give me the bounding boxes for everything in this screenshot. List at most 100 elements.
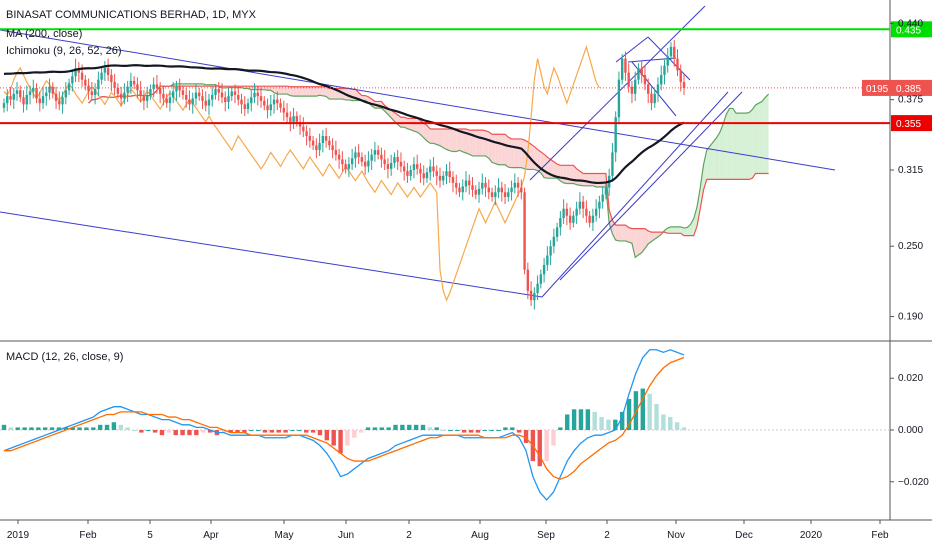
cloud-segment	[316, 86, 320, 97]
candle-body	[494, 192, 497, 197]
candle-body	[422, 173, 425, 179]
macd-histogram-bar	[599, 417, 604, 430]
cloud-segment	[631, 228, 636, 258]
ma-legend[interactable]: MA (200, close)	[6, 28, 83, 40]
candle-body	[324, 136, 328, 141]
macd-histogram-bar	[97, 424, 103, 430]
candle-body	[9, 96, 12, 100]
macd-histogram-bar	[523, 430, 529, 443]
candle-body	[656, 84, 660, 94]
ichimoku-legend[interactable]: Ichimoku (9, 26, 52, 26)	[6, 45, 122, 57]
last-price-label: 0.385	[896, 84, 921, 95]
macd-histogram-bar	[413, 424, 419, 430]
macd-histogram-bar	[221, 430, 226, 433]
candle-body	[588, 215, 591, 223]
candle-body	[357, 152, 360, 158]
time-tick-label: 2	[604, 530, 610, 541]
candle-body	[318, 143, 321, 151]
cloud-segment	[475, 130, 480, 156]
time-tick-label: Jun	[338, 530, 354, 541]
cloud-segment	[674, 226, 678, 234]
cloud-segment	[267, 86, 271, 91]
macd-histogram-bar	[661, 414, 666, 430]
macd-histogram-bar	[613, 419, 618, 430]
macd-histogram-bar	[8, 427, 14, 430]
cloud-segment	[710, 141, 714, 180]
macd-histogram-bar	[132, 430, 137, 431]
candle-body	[269, 104, 272, 111]
candle-body	[41, 96, 45, 104]
candle-body	[490, 192, 494, 197]
candle-body	[552, 236, 556, 247]
candle-body	[503, 192, 507, 197]
macd-histogram-bar	[187, 430, 192, 436]
macd-histogram-bar	[111, 422, 117, 430]
last-price-countdown: 0195	[866, 84, 889, 95]
cloud-segment	[407, 118, 411, 130]
signal-line	[4, 356, 685, 480]
macd-histogram-bar	[393, 424, 398, 430]
cloud-segment	[755, 103, 759, 174]
cloud-segment	[622, 225, 626, 241]
candle-body	[233, 91, 237, 95]
candle-body	[171, 91, 175, 98]
cloud-segment	[287, 86, 291, 96]
candle-body	[136, 84, 139, 91]
cloud-segment	[521, 138, 525, 169]
macd-histogram-bar	[249, 430, 254, 431]
candle-body	[523, 192, 526, 270]
cloud-segment	[488, 131, 493, 163]
candle-body	[432, 166, 435, 172]
candle-body	[500, 187, 503, 193]
trend-line	[0, 29, 836, 171]
candle-body	[328, 140, 331, 146]
macd-histogram-bar	[152, 430, 158, 433]
candle-body	[559, 218, 562, 228]
trend-line	[0, 211, 543, 298]
candle-body	[640, 68, 643, 76]
cloud-segment	[283, 86, 288, 95]
cloud-segment	[644, 228, 649, 249]
cloud-segment	[518, 138, 522, 168]
cloud-span-a	[88, 83, 770, 259]
macd-histogram-bar	[358, 430, 364, 433]
cloud-segment	[690, 218, 694, 236]
cloud-segment	[719, 124, 724, 180]
candle-body	[471, 185, 474, 190]
macd-tick-label: −0.020	[898, 477, 929, 488]
cloud-segment	[723, 114, 727, 180]
macd-histogram-bar	[571, 409, 577, 430]
candle-body	[536, 283, 539, 294]
macd-histogram-bar	[606, 419, 611, 430]
macd-histogram-bar	[510, 427, 515, 430]
macd-histogram-bar	[84, 427, 89, 430]
cloud-segment	[423, 123, 427, 141]
candle-body	[367, 160, 370, 167]
candle-body	[383, 159, 386, 165]
candle-body	[679, 70, 682, 83]
candle-body	[201, 96, 204, 101]
candle-body	[438, 175, 442, 181]
macd-histogram-bar	[462, 430, 467, 433]
cloud-segment	[684, 227, 688, 236]
candle-body	[484, 182, 487, 188]
candle-body	[507, 192, 510, 197]
cloud-segment	[716, 132, 720, 180]
macd-legend[interactable]: MACD (12, 26, close, 9)	[6, 351, 124, 363]
cloud-segment	[765, 94, 769, 174]
cloud-segment	[413, 118, 418, 133]
price-candles	[2, 39, 686, 310]
time-tick-label: Aug	[471, 530, 489, 541]
macd-histogram-bar	[310, 430, 316, 433]
cloud-segment	[495, 134, 499, 165]
candle-body	[461, 186, 464, 193]
candle-body	[168, 97, 172, 104]
candle-body	[295, 116, 299, 122]
candle-body	[106, 68, 110, 76]
candle-body	[370, 154, 373, 161]
candle-body	[474, 189, 477, 195]
candle-body	[673, 46, 676, 59]
candle-body	[302, 126, 305, 132]
candle-body	[477, 188, 481, 195]
